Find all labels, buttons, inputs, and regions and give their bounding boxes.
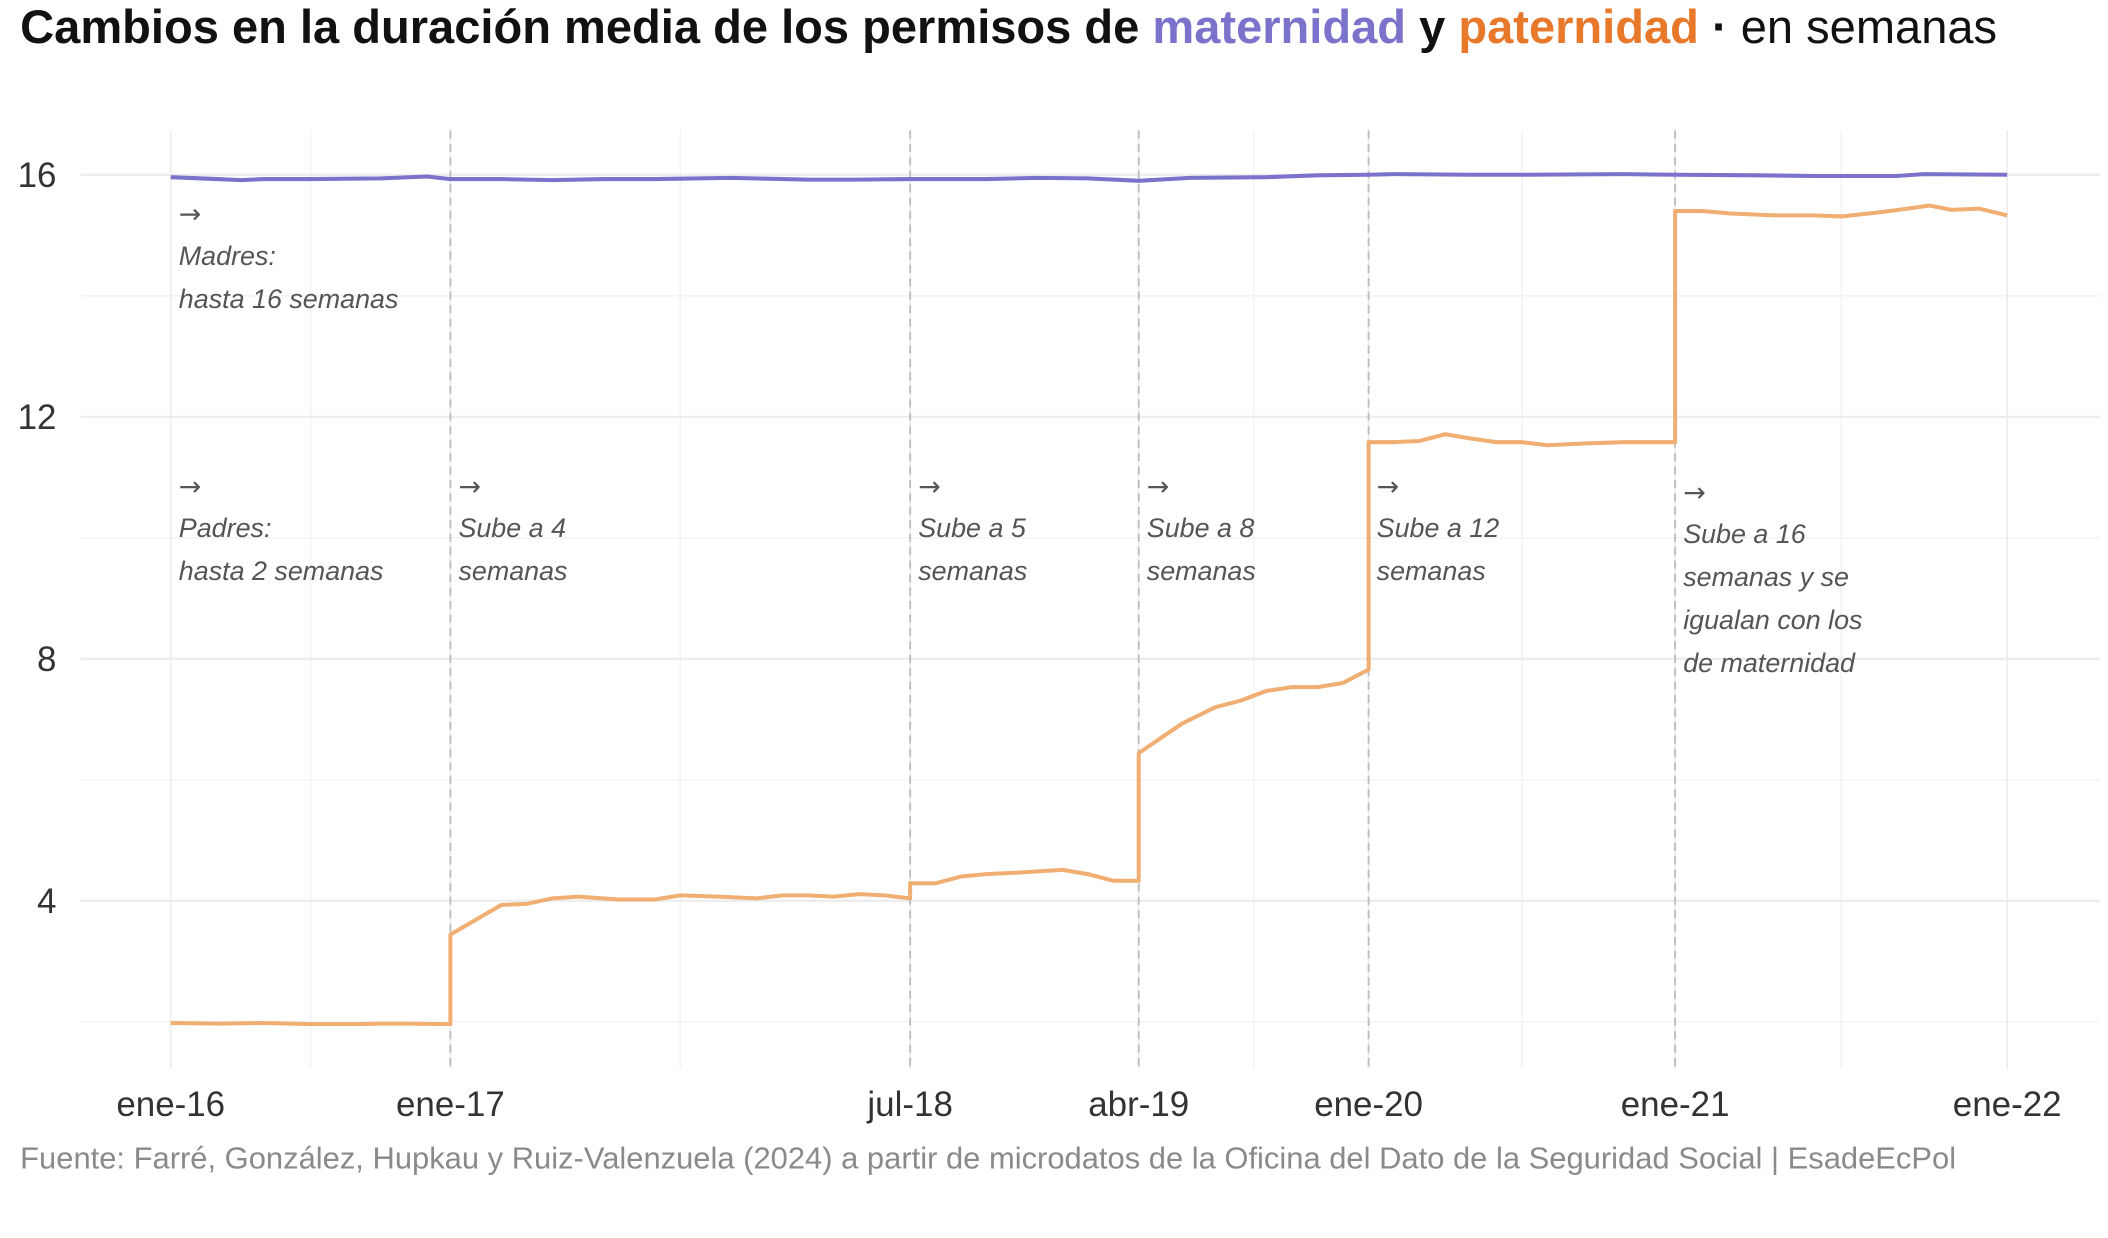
chart-title: Cambios en la duración media de los perm… <box>20 1 2037 54</box>
x-tick-label: ene-17 <box>396 1085 505 1124</box>
annotation-arrow: → <box>179 471 202 502</box>
title-part2: en semanas <box>1740 1 1998 54</box>
title-paternidad: paternidad <box>1458 1 1699 54</box>
title-maternidad: maternidad <box>1152 1 1407 54</box>
x-tick-label: abr-19 <box>1088 1085 1189 1124</box>
annotation-text: Sube a 16 <box>1683 519 1806 549</box>
annotation-arrow: → <box>1683 477 1706 508</box>
y-tick-label: 16 <box>18 156 57 195</box>
x-tick-label: ene-16 <box>116 1085 225 1124</box>
title-dot: · <box>1698 1 1741 54</box>
annotation-arrow: → <box>1377 471 1400 502</box>
x-tick-label: ene-20 <box>1314 1085 1423 1124</box>
x-tick-label: ene-21 <box>1621 1085 1730 1124</box>
annotation-text: Madres: <box>179 241 276 271</box>
annotation-text: Sube a 12 <box>1377 513 1500 543</box>
annotation-text: Sube a 4 <box>458 513 566 543</box>
title-y: y <box>1406 1 1459 54</box>
annotation-text: Padres: <box>179 513 272 543</box>
annotation-text: semanas <box>918 556 1027 586</box>
x-tick-label: jul-18 <box>866 1085 952 1124</box>
x-tick-label: ene-22 <box>1953 1085 2062 1124</box>
annotation-text: Sube a 8 <box>1147 513 1255 543</box>
y-tick-label: 12 <box>18 398 57 437</box>
annotation-text: semanas <box>1147 556 1256 586</box>
source-caption: Fuente: Farré, González, Hupkau y Ruiz-V… <box>20 1140 1957 1176</box>
annotation-text: hasta 2 semanas <box>179 556 384 586</box>
y-tick-label: 8 <box>37 640 56 679</box>
annotation-text: semanas <box>458 556 567 586</box>
annotation-text: igualan con los <box>1683 605 1862 635</box>
annotation-arrow: → <box>179 199 202 230</box>
annotation-arrow: → <box>918 471 941 502</box>
title-part1: Cambios en la duración media de los perm… <box>20 1 1153 54</box>
annotation-text: semanas y se <box>1683 562 1849 592</box>
annotation-arrow: → <box>458 471 481 502</box>
annotation-text: hasta 16 semanas <box>179 284 399 314</box>
y-tick-label: 4 <box>37 882 56 921</box>
series-line-paternidad <box>170 203 2008 1027</box>
annotation-arrow: → <box>1147 471 1170 502</box>
annotation-text: de maternidad <box>1683 648 1856 678</box>
annotation-text: Sube a 5 <box>918 513 1027 543</box>
annotation-text: semanas <box>1377 556 1486 586</box>
series-line-maternidad <box>170 172 2008 183</box>
